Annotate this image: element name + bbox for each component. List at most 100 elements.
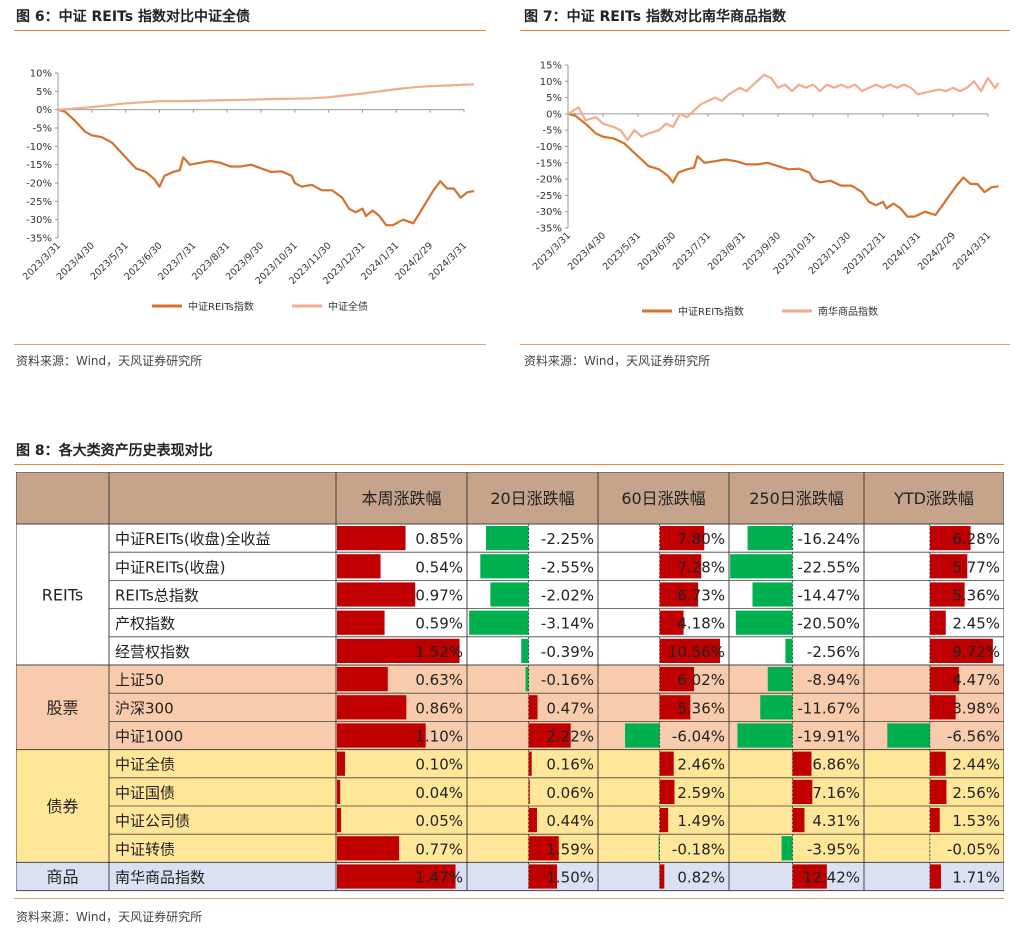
cell-value: 0.05% bbox=[415, 812, 463, 830]
cell-value: 2.46% bbox=[677, 756, 725, 774]
data-bar-positive bbox=[929, 864, 941, 889]
data-bar-positive bbox=[528, 751, 532, 776]
y-tick-label: -35% bbox=[536, 224, 562, 235]
legend-label-1: 中证全债 bbox=[328, 300, 368, 313]
data-bar-negative bbox=[760, 695, 793, 720]
y-tick-label: -20% bbox=[26, 179, 52, 190]
data-bar-positive bbox=[337, 808, 342, 833]
y-tick-label: -5% bbox=[543, 126, 562, 137]
data-bar-positive bbox=[528, 695, 538, 720]
row-label: 经营权指数 bbox=[115, 643, 190, 661]
cell-value: 2.44% bbox=[952, 756, 1000, 774]
y-tick-label: 0% bbox=[546, 109, 562, 120]
column-header: 250日涨跌幅 bbox=[749, 489, 844, 508]
cell-value: 3.98% bbox=[952, 699, 1000, 717]
cell-value: -3.14% bbox=[541, 615, 594, 633]
data-bar-positive bbox=[792, 751, 812, 776]
data-bar-negative bbox=[658, 836, 660, 861]
data-bar-positive bbox=[929, 751, 946, 776]
data-bar-positive bbox=[337, 667, 388, 692]
x-tick-label: 2024/3/31 bbox=[951, 230, 993, 272]
group-bg bbox=[16, 862, 1004, 891]
data-bar-positive bbox=[337, 526, 406, 551]
cell-value: 2.59% bbox=[677, 784, 725, 802]
cell-value: 0.10% bbox=[415, 756, 463, 774]
cell-value: -19.91% bbox=[797, 728, 860, 746]
column-header: 20日涨跌幅 bbox=[490, 489, 574, 508]
data-bar-positive bbox=[659, 554, 702, 579]
cell-value: 0.63% bbox=[415, 671, 463, 689]
data-bar-negative bbox=[625, 723, 660, 748]
data-bar-positive bbox=[929, 808, 940, 833]
fig8-title: 图 8：各大类资产历史表现对比 bbox=[16, 443, 213, 459]
y-tick-label: 15% bbox=[540, 61, 562, 72]
data-bar-positive bbox=[792, 779, 813, 804]
row-label: 中证国债 bbox=[115, 784, 175, 802]
data-bar-negative bbox=[485, 526, 529, 551]
y-tick-label: 5% bbox=[546, 93, 562, 104]
cell-value: 1.71% bbox=[952, 869, 1000, 887]
row-label: 南华商品指数 bbox=[115, 869, 205, 887]
series-line-1 bbox=[57, 83, 475, 111]
y-tick-label: -15% bbox=[26, 160, 52, 171]
data-bar-positive bbox=[337, 864, 456, 889]
cell-value: -14.47% bbox=[797, 587, 860, 605]
cell-value: 7.80% bbox=[677, 530, 725, 548]
data-bar-positive bbox=[337, 836, 400, 861]
row-label: 中证全债 bbox=[115, 756, 175, 774]
data-bar-negative bbox=[480, 554, 529, 579]
data-bar-negative bbox=[781, 836, 793, 861]
row-label: 中证REITs(收盘) bbox=[115, 558, 226, 576]
data-bar-positive bbox=[337, 751, 346, 776]
column-header: 60日涨跌幅 bbox=[621, 489, 705, 508]
data-bar-positive bbox=[659, 751, 674, 776]
cell-value: 0.54% bbox=[415, 558, 463, 576]
series-line-0 bbox=[57, 108, 475, 227]
fig7-bottom-rule bbox=[520, 344, 1010, 345]
data-bar-positive bbox=[528, 836, 559, 861]
data-bar-negative bbox=[737, 723, 793, 748]
y-tick-label: -5% bbox=[33, 124, 52, 135]
y-tick-label: -30% bbox=[26, 215, 52, 226]
cell-value: -2.55% bbox=[541, 558, 594, 576]
data-bar-positive bbox=[337, 638, 460, 663]
cell-value: 2.22% bbox=[546, 728, 594, 746]
cell-value: -16.24% bbox=[797, 530, 860, 548]
cell-value: 0.77% bbox=[415, 840, 463, 858]
cell-value: 7.16% bbox=[812, 784, 860, 802]
data-bar-negative bbox=[730, 554, 793, 579]
y-tick-label: 5% bbox=[36, 87, 52, 98]
series-line-0 bbox=[567, 112, 999, 218]
cell-value: 12.42% bbox=[803, 869, 860, 887]
data-bar-negative bbox=[521, 638, 529, 663]
column-header: 本周涨跌幅 bbox=[361, 489, 441, 508]
data-bar-positive bbox=[659, 526, 705, 551]
cell-value: 10.56% bbox=[668, 643, 725, 661]
cell-value: -0.05% bbox=[947, 840, 1000, 858]
cell-value: 4.47% bbox=[952, 671, 1000, 689]
fig6-bottom-rule bbox=[14, 344, 486, 345]
fig6-title: 图 6：中证 REITs 指数对比中证全债 bbox=[16, 9, 250, 25]
data-bar-positive bbox=[929, 638, 993, 663]
fig6-title-rule bbox=[14, 30, 486, 31]
data-bar-positive bbox=[659, 667, 695, 692]
data-bar-positive bbox=[337, 695, 407, 720]
y-tick-label: -10% bbox=[26, 142, 52, 153]
data-bar-positive bbox=[337, 554, 381, 579]
data-bar-negative bbox=[767, 667, 793, 692]
data-bar-negative bbox=[887, 723, 930, 748]
cell-value: 1.49% bbox=[677, 812, 725, 830]
data-bar-positive bbox=[929, 695, 956, 720]
cell-value: 1.10% bbox=[415, 728, 463, 746]
legend-label-0: 中证REITs指数 bbox=[678, 305, 744, 318]
cell-value: 0.04% bbox=[415, 784, 463, 802]
y-tick-label: -30% bbox=[536, 207, 562, 218]
cell-value: -8.94% bbox=[807, 671, 860, 689]
column-header: YTD涨跌幅 bbox=[893, 489, 974, 508]
row-label: 中证REITs(收盘)全收益 bbox=[115, 530, 271, 548]
group-label: 股票 bbox=[46, 698, 78, 717]
cell-value: 1.50% bbox=[546, 869, 594, 887]
data-bar-positive bbox=[337, 723, 426, 748]
cell-value: 5.36% bbox=[952, 587, 1000, 605]
cell-value: -20.50% bbox=[797, 615, 860, 633]
